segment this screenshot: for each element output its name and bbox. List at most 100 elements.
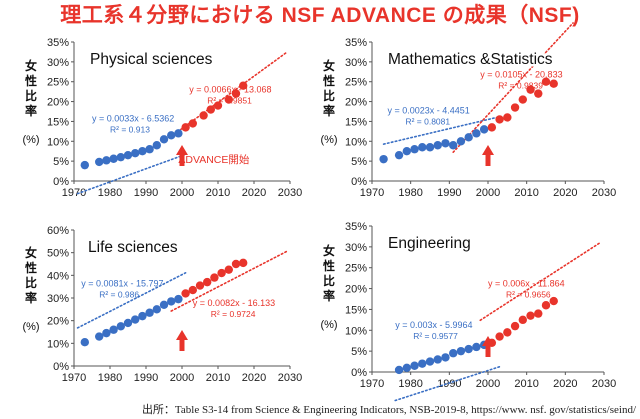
x-tick-label: 1990: [134, 372, 158, 384]
source-citation: 出所：Table S3-14 from Science & Engineerin…: [141, 404, 636, 416]
x-tick-label: 2000: [476, 187, 500, 199]
y-axis-label: 女: [323, 58, 335, 73]
trend-r-squared: R² = 0.9656: [506, 289, 551, 299]
data-point: [224, 265, 233, 274]
x-tick-label: 2030: [592, 187, 616, 199]
x-tick-label: 2010: [514, 378, 538, 390]
y-axis-label-unit: (%): [320, 134, 337, 146]
y-tick-label: 30%: [47, 57, 69, 69]
data-point: [174, 129, 183, 138]
y-tick-label: 10%: [345, 325, 367, 337]
data-point: [449, 141, 458, 150]
advance-annotation: ADVANCE開始: [178, 153, 249, 166]
trend-equation: y = 0.003x - 5.9964: [395, 320, 472, 330]
data-point: [549, 296, 558, 306]
data-point: [138, 147, 147, 156]
data-point: [503, 113, 512, 122]
advance-arrow-icon: [482, 145, 494, 166]
y-axis-label: 比: [25, 275, 37, 290]
data-point: [410, 145, 419, 154]
data-point: [80, 338, 90, 347]
data-point: [188, 285, 197, 295]
y-tick-label: 35%: [345, 221, 367, 233]
y-tick-label: 25%: [47, 77, 69, 89]
x-tick-label: 2020: [242, 187, 266, 199]
x-tick-label: 1980: [398, 187, 422, 199]
data-point: [195, 281, 205, 290]
data-point: [433, 355, 442, 364]
page-title: 理工系４分野における NSF ADVANCE の成果（NSF): [60, 4, 580, 27]
chart-title: Life sciences: [88, 239, 178, 256]
x-tick-label: 2010: [514, 187, 538, 199]
trend-r-squared: R² = 0.913: [110, 124, 150, 134]
data-point: [472, 129, 481, 138]
data-point: [449, 349, 458, 358]
data-point: [534, 89, 543, 98]
data-point: [116, 322, 126, 331]
y-tick-label: 30%: [345, 242, 367, 254]
y-axis-label: 率: [25, 103, 37, 118]
x-tick-label: 1980: [98, 187, 122, 199]
y-axis-label: 率: [323, 288, 335, 303]
data-point: [394, 150, 404, 160]
trend-r-squared: R² = 0.9724: [211, 309, 256, 319]
x-tick-label: 1970: [62, 372, 86, 384]
data-point: [503, 328, 512, 337]
x-tick-label: 1990: [134, 187, 158, 199]
y-axis-label: 比: [25, 88, 37, 103]
y-axis-label: 比: [323, 273, 335, 288]
data-point: [526, 311, 535, 320]
data-point: [410, 361, 419, 370]
trend-equation: y = 0.0105x - 20.833: [480, 70, 562, 80]
y-axis-label-unit: (%): [22, 321, 39, 333]
data-point: [109, 154, 118, 163]
data-point: [131, 149, 140, 158]
x-tick-label: 2030: [278, 372, 302, 384]
advance-arrow-icon: [176, 145, 188, 166]
data-point: [487, 123, 497, 132]
x-tick-label: 2000: [476, 378, 500, 390]
y-tick-label: 20%: [47, 316, 69, 328]
data-point: [199, 111, 208, 120]
x-tick-label: 1970: [62, 187, 86, 199]
data-point: [131, 315, 140, 324]
data-point: [510, 321, 520, 331]
y-tick-label: 30%: [47, 293, 69, 305]
x-tick-label: 2030: [278, 187, 302, 199]
y-axis-label-unit: (%): [320, 319, 337, 331]
advance-arrow-icon: [482, 336, 494, 357]
x-tick-label: 2000: [170, 187, 194, 199]
data-point: [456, 137, 466, 146]
data-point: [206, 105, 215, 114]
x-tick-label: 2020: [553, 378, 577, 390]
y-axis-label: 女: [323, 243, 335, 258]
y-tick-label: 35%: [47, 37, 69, 49]
data-point: [213, 101, 223, 110]
data-point: [510, 103, 520, 112]
data-point: [181, 289, 190, 298]
data-point: [80, 160, 90, 170]
x-tick-label: 2020: [553, 187, 577, 199]
chart-panel: 0%5%10%15%20%25%30%35%1970 1980 1990 2000 20…: [320, 22, 616, 199]
data-point: [518, 315, 527, 325]
trendline: [170, 250, 288, 312]
y-axis-label: 女: [25, 245, 37, 260]
y-axis-label: 性: [322, 258, 335, 273]
data-point: [418, 359, 427, 368]
chart-panel: 0%5%10%15%20%25%30%35%1970 1980 1990 2000 20…: [320, 221, 616, 402]
x-tick-label: 1980: [398, 378, 422, 390]
data-point: [549, 79, 558, 88]
y-tick-label: 0%: [53, 176, 69, 188]
data-point: [425, 357, 435, 366]
trend-equation: y = 0.0066x - 13.068: [189, 84, 271, 94]
y-tick-label: 30%: [345, 57, 367, 69]
chart-title: Physical sciences: [90, 51, 213, 68]
data-point: [425, 143, 435, 152]
data-point: [152, 305, 161, 314]
trend-r-squared: R² = 0.986: [99, 290, 139, 300]
y-axis-label: 率: [25, 290, 37, 305]
data-point: [159, 300, 169, 309]
data-point: [526, 85, 535, 94]
x-tick-label: 2010: [206, 372, 230, 384]
